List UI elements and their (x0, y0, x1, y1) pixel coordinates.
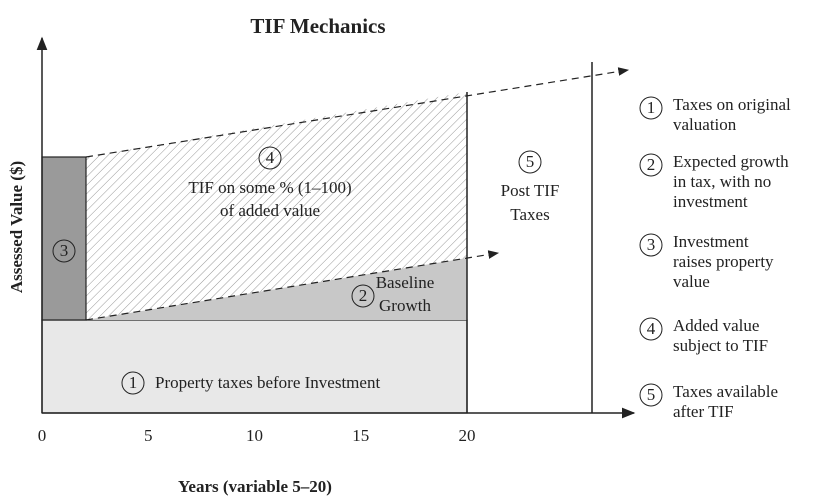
region-label: Taxes (510, 205, 549, 224)
region-label: Baseline (376, 273, 435, 292)
x-tick-label: 20 (459, 426, 476, 445)
legend-text: valuation (673, 115, 737, 134)
number: 5 (526, 152, 535, 171)
title: TIF Mechanics (250, 14, 385, 38)
y-axis-label: Assessed Value ($) (7, 161, 26, 293)
number-circle (639, 317, 663, 341)
region-1 (41, 319, 468, 414)
number-circle (121, 371, 145, 395)
legend-text: Taxes available (673, 382, 778, 401)
region-3 (41, 156, 87, 321)
x-tick-label: 0 (38, 426, 47, 445)
legend-text: Added value (673, 316, 759, 335)
number: 1 (647, 98, 656, 117)
legend-text: in tax, with no (673, 172, 771, 191)
number: 4 (647, 319, 656, 338)
number-circle (639, 233, 663, 257)
legend-text: Expected growth (673, 152, 789, 171)
legend-text: Taxes on original (673, 95, 791, 114)
number: 3 (647, 235, 656, 254)
region-label: Post TIF (501, 181, 560, 200)
legend-text: Investment (673, 232, 749, 251)
dashed-arrow (85, 250, 500, 321)
number-circle (639, 383, 663, 407)
number-circle (258, 146, 282, 170)
legend-text: after TIF (673, 402, 734, 421)
number-circle (518, 150, 542, 174)
number-circle (639, 153, 663, 177)
number-circle (351, 284, 375, 308)
number: 4 (266, 148, 275, 167)
region-4 (86, 92, 467, 320)
number-circle (52, 239, 76, 263)
legend-text: value (673, 272, 710, 291)
number: 2 (647, 155, 656, 174)
region-label: of added value (220, 201, 320, 220)
x-tick-label: 5 (144, 426, 153, 445)
number: 3 (60, 241, 69, 260)
legend-text: raises property (673, 252, 774, 271)
number-circle (639, 96, 663, 120)
legend-text: subject to TIF (673, 336, 768, 355)
x-tick-label: 15 (352, 426, 369, 445)
number: 1 (129, 373, 138, 392)
region-label: Growth (379, 296, 431, 315)
number: 2 (359, 286, 368, 305)
region-label: TIF on some % (1–100) (188, 178, 351, 197)
dashed-arrow (85, 67, 630, 158)
region-label: Property taxes before Investment (155, 373, 380, 392)
x-tick-label: 10 (246, 426, 263, 445)
legend-text: investment (673, 192, 748, 211)
x-axis-label: Years (variable 5–20) (178, 477, 332, 496)
number: 5 (647, 385, 656, 404)
